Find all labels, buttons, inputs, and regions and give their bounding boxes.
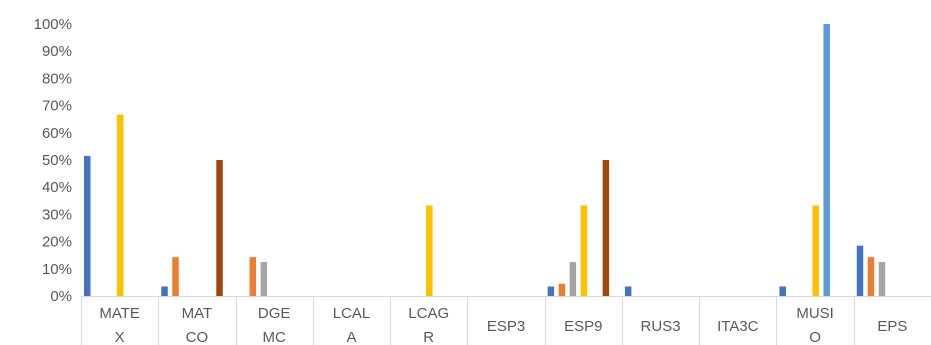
y-tick-label: 90% <box>42 43 72 60</box>
y-tick-label: 0% <box>50 288 72 305</box>
bar <box>260 262 268 296</box>
bars <box>84 24 886 297</box>
x-tick-label: X <box>115 329 125 345</box>
y-tick-label: 100% <box>34 16 72 33</box>
y-tick-label: 10% <box>42 261 72 278</box>
bar <box>172 257 179 296</box>
x-tick-label: DGE <box>258 305 291 322</box>
y-tick-label: 60% <box>42 125 72 142</box>
x-tick-label: MC <box>263 329 286 345</box>
bar <box>547 286 555 296</box>
x-tick-label: A <box>346 329 356 345</box>
x-tick-label: ITA3C <box>717 318 759 335</box>
bar <box>249 257 257 296</box>
y-tick-label: 80% <box>42 70 72 87</box>
y-tick-label: 70% <box>42 98 72 115</box>
bar <box>161 286 168 296</box>
x-tick-label: LCAG <box>408 305 449 322</box>
bar <box>84 155 91 296</box>
y-axis: 0% 10% 20% 30% 40% 50% 60% 70% 80% 90% 100% <box>34 16 72 305</box>
x-tick-label: MAT <box>182 305 213 322</box>
x-tick-label: CO <box>186 329 209 345</box>
bar <box>426 205 433 296</box>
x-tick-label: MUSI <box>796 305 834 322</box>
bar <box>856 245 864 296</box>
bar <box>624 286 632 296</box>
x-tick-label: ESP3 <box>487 318 525 335</box>
bar <box>602 160 610 296</box>
x-axis: MATE X MAT CO DGE MC LCAL A LCAG R ESP3 ESP9 RUS3 ITA… <box>81 296 931 345</box>
y-tick-label: 30% <box>42 206 72 223</box>
y-tick-label: 20% <box>42 234 72 251</box>
bar <box>216 160 223 296</box>
y-tick-label: 50% <box>42 152 72 169</box>
x-tick-label: O <box>809 329 821 345</box>
bar <box>580 205 588 296</box>
x-tick-label: LCAL <box>333 305 371 322</box>
y-tick-label: 40% <box>42 179 72 196</box>
bar <box>823 24 830 296</box>
bar <box>812 205 819 296</box>
x-tick-label: R <box>423 329 434 345</box>
x-tick-label: MATE <box>99 305 140 322</box>
bar <box>867 257 875 296</box>
bar <box>779 286 786 296</box>
bar <box>117 114 124 297</box>
bar <box>569 262 577 296</box>
bar <box>558 283 566 296</box>
bar <box>878 262 886 296</box>
x-tick-label: EPS <box>877 318 907 335</box>
x-tick-label: RUS3 <box>641 318 681 335</box>
x-tick-label: ESP9 <box>564 318 602 335</box>
